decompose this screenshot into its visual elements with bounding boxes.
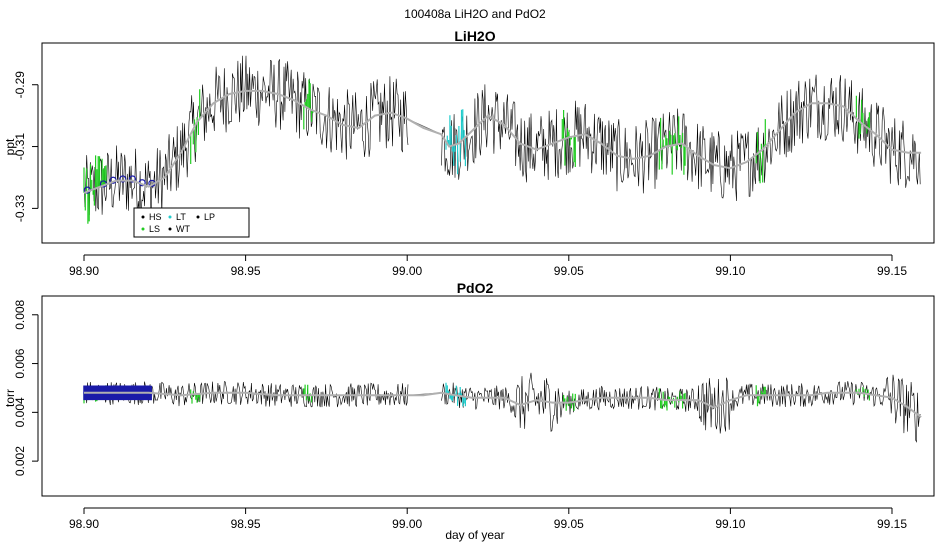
panel-pdo2: PdO2 98.90 98.95 99.00 99.05 99.10 99.15 0.00… bbox=[3, 280, 935, 531]
legend-swatch-ls bbox=[141, 227, 145, 231]
panel-pdo2-y-axis: 0.002 0.004 0.006 0.008 bbox=[13, 299, 39, 476]
panel-pdo2-ylabel: torr bbox=[3, 389, 17, 407]
raw-trace-pdo2 bbox=[83, 372, 921, 443]
y-tick-label-pdo2: 0.008 bbox=[13, 299, 27, 329]
x-tick-label-lih2o: 99.15 bbox=[877, 264, 907, 278]
x-tick-label-lih2o: 99.00 bbox=[392, 264, 422, 278]
panel-pdo2-plot-area bbox=[83, 372, 922, 443]
figure-title: 100408a LiH2O and PdO2 bbox=[404, 7, 546, 21]
legend-label-wt: WT bbox=[176, 224, 190, 234]
panel-lih2o-plot-area bbox=[83, 55, 922, 224]
y-tick-label-pdo2: 0.002 bbox=[13, 446, 27, 476]
sample-band-lih2o-2 bbox=[303, 79, 314, 130]
sample-band-lih2o-0 bbox=[83, 155, 107, 224]
panel-lih2o: LiH2O 98.90 98.95 99.00 99.05 99.10 99.15 -0.… bbox=[3, 28, 935, 278]
panel-pdo2-x-axis: 98.90 98.95 99.00 99.05 99.10 99.15 bbox=[69, 507, 907, 531]
x-tick-label-pdo2: 99.00 bbox=[392, 517, 422, 531]
panel-lih2o-x-axis: 98.90 98.95 99.00 99.05 99.10 99.15 bbox=[69, 254, 907, 278]
y-tick-label-pdo2: 0.004 bbox=[13, 397, 27, 427]
x-tick-label-lih2o: 99.10 bbox=[715, 264, 745, 278]
legend-entry-wt: WT bbox=[168, 224, 190, 234]
x-tick-label-lih2o: 99.05 bbox=[554, 264, 584, 278]
panel-lih2o-y-axis: -0.33 -0.31 -0.29 bbox=[13, 71, 39, 222]
x-axis-label: day of year bbox=[445, 528, 504, 542]
calibration-marker-3 bbox=[119, 175, 127, 183]
panel-lih2o-plot-frame bbox=[41, 42, 935, 244]
legend: HS LT LP LS WT bbox=[133, 207, 250, 238]
legend-entry-lt: LT bbox=[168, 212, 186, 222]
legend-box bbox=[133, 207, 250, 238]
calibration-marker-4 bbox=[128, 175, 137, 183]
x-tick-label-pdo2: 98.95 bbox=[231, 517, 261, 531]
legend-label-hs: HS bbox=[149, 212, 162, 222]
legend-swatch-wt bbox=[168, 227, 172, 231]
sample-band-lih2o-3 bbox=[445, 109, 466, 175]
x-tick-label-lih2o: 98.95 bbox=[231, 264, 261, 278]
y-tick-label-lih2o: -0.31 bbox=[13, 133, 27, 161]
smoothed-line-pdo2 bbox=[84, 391, 922, 419]
legend-label-lp: LP bbox=[204, 212, 215, 222]
legend-entry-lp: LP bbox=[196, 212, 215, 222]
x-tick-label-pdo2: 99.10 bbox=[715, 517, 745, 531]
smoothed-line-lih2o bbox=[83, 89, 922, 194]
y-tick-label-pdo2: 0.006 bbox=[13, 348, 27, 378]
y-tick-label-lih2o: -0.29 bbox=[13, 71, 27, 99]
x-tick-label-pdo2: 98.90 bbox=[69, 517, 99, 531]
panel-lih2o-title: LiH2O bbox=[454, 28, 495, 44]
panel-pdo2-plot-frame bbox=[41, 295, 935, 497]
legend-entry-hs: HS bbox=[141, 212, 162, 222]
x-tick-label-pdo2: 99.05 bbox=[554, 517, 584, 531]
legend-entry-ls: LS bbox=[141, 224, 160, 234]
legend-swatch-hs bbox=[141, 215, 145, 219]
panel-pdo2-title: PdO2 bbox=[457, 280, 494, 296]
panel-lih2o-ylabel: ppt bbox=[3, 138, 17, 155]
x-tick-label-pdo2: 99.15 bbox=[877, 517, 907, 531]
legend-label-ls: LS bbox=[149, 224, 160, 234]
legend-label-lt: LT bbox=[176, 212, 186, 222]
y-tick-label-lih2o: -0.33 bbox=[13, 194, 27, 222]
legend-swatch-lt bbox=[168, 215, 172, 219]
x-tick-label-lih2o: 98.90 bbox=[69, 264, 99, 278]
raw-trace-lih2o bbox=[83, 55, 921, 222]
legend-swatch-lp bbox=[196, 215, 200, 219]
